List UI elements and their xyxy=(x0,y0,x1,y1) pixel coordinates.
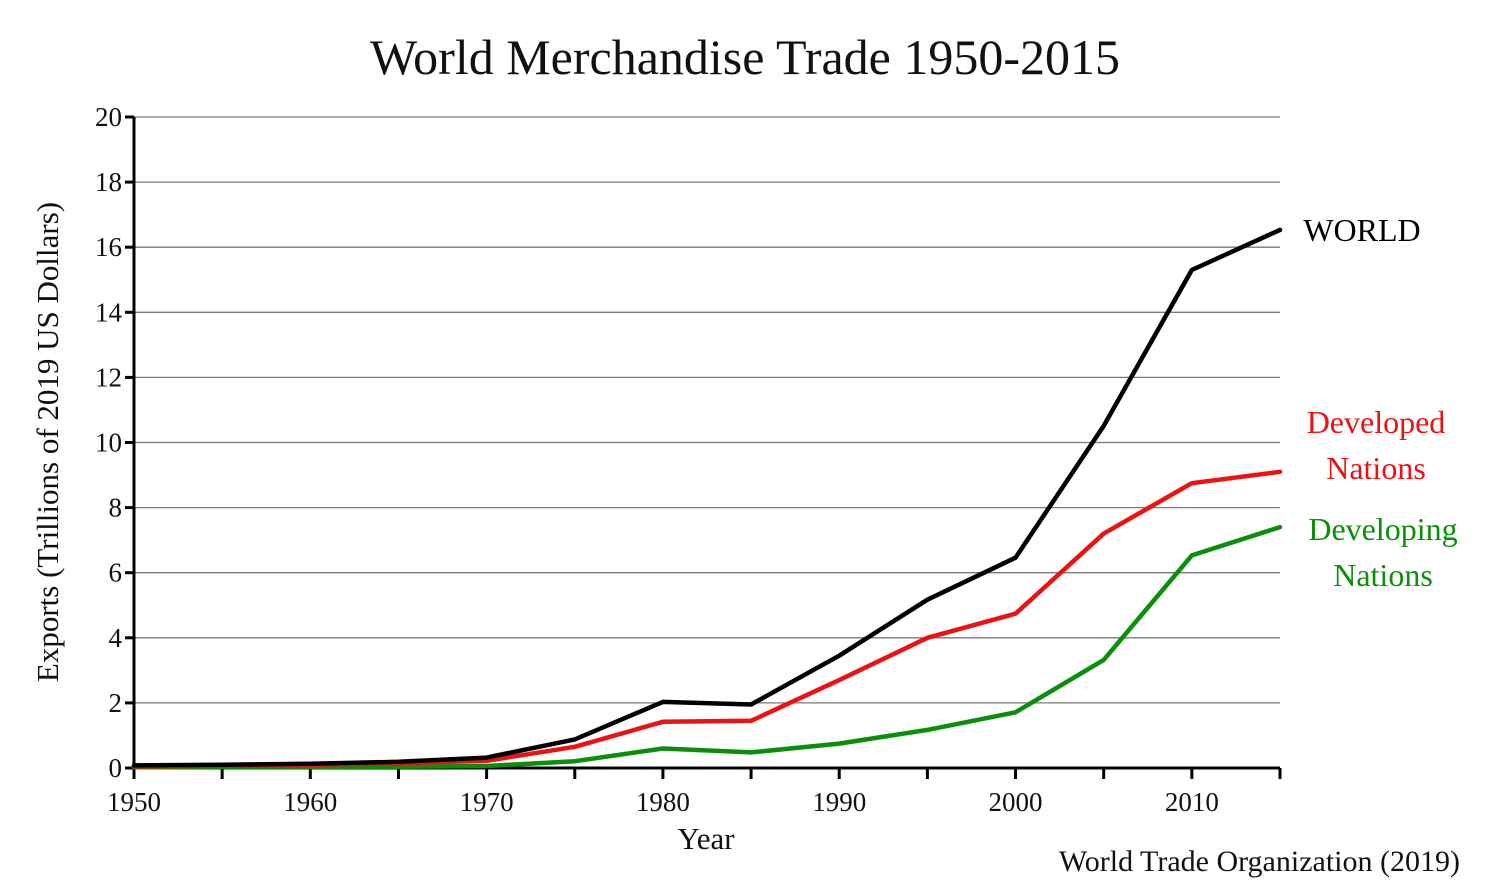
y-tick-label: 16 xyxy=(95,232,122,262)
series-label-world: WORLD xyxy=(1303,212,1420,248)
x-tick-label: 1990 xyxy=(812,787,866,817)
series-label-developing-nations: Nations xyxy=(1333,557,1433,593)
y-tick-label: 2 xyxy=(109,688,123,718)
x-tick-label: 1960 xyxy=(283,787,337,817)
y-tick-label: 0 xyxy=(109,753,123,783)
series-label-developed-nations: Nations xyxy=(1326,450,1426,486)
series-label-developed-nations: Developed xyxy=(1307,404,1446,440)
x-tick-label: 1970 xyxy=(460,787,514,817)
chart-title: World Merchandise Trade 1950-2015 xyxy=(370,29,1120,85)
y-tick-label: 8 xyxy=(109,493,123,523)
x-axis-title: Year xyxy=(677,821,735,856)
series-line-developing-nations xyxy=(131,524,1283,770)
y-axis-title: Exports (Trillions of 2019 US Dollars) xyxy=(30,202,65,682)
series-lines xyxy=(131,227,1283,770)
y-tick-label: 4 xyxy=(109,623,123,653)
series-line-developed-nations xyxy=(131,469,1283,769)
x-tick-label: 1950 xyxy=(107,787,161,817)
series-label-developing-nations: Developing xyxy=(1308,511,1457,547)
y-tick-label: 6 xyxy=(109,558,123,588)
y-tick-label: 12 xyxy=(95,362,122,392)
y-tick-label: 20 xyxy=(95,102,122,132)
x-tick-label: 2000 xyxy=(989,787,1043,817)
grid-lines xyxy=(134,116,1280,704)
y-tick-label: 14 xyxy=(95,297,123,327)
y-axis-ticks: 0 2 4 6 8 10 12 14 16 18 20 xyxy=(95,102,134,783)
x-tick-label: 1980 xyxy=(636,787,690,817)
series-labels: WORLD Developed Nations Developing Nations xyxy=(1303,212,1457,593)
source-note: World Trade Organization (2019) xyxy=(1059,845,1460,878)
y-tick-label: 18 xyxy=(95,167,122,197)
series-line-world xyxy=(131,227,1283,768)
x-axis-ticks: 1950 1960 1970 1980 1990 2000 2010 xyxy=(107,768,1282,817)
y-tick-label: 10 xyxy=(95,428,122,458)
x-tick-label: 2010 xyxy=(1165,787,1219,817)
